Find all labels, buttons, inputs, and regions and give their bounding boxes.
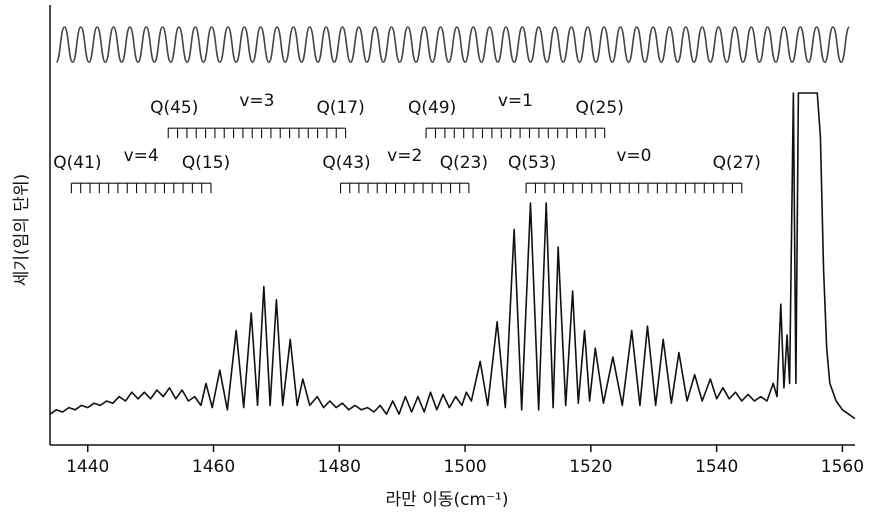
x-tick-label: 1540 — [695, 457, 738, 477]
bracket-label: v=0 — [616, 146, 651, 166]
bracket-right-label: Q(15) — [182, 153, 230, 173]
x-tick-label: 1440 — [66, 457, 109, 477]
bracket-label: v=4 — [124, 146, 159, 166]
bracket-right-label: Q(25) — [576, 98, 624, 118]
y-axis-label: 세기(임의 단위) — [12, 174, 32, 287]
x-tick-label: 1500 — [443, 457, 486, 477]
bracket-right-label: Q(27) — [713, 153, 761, 173]
bracket-left-label: Q(45) — [150, 98, 198, 118]
bracket-left-label: Q(43) — [322, 153, 370, 173]
bracket-left-label: Q(53) — [508, 153, 556, 173]
bracket-label: v=3 — [239, 91, 274, 111]
x-tick-label: 1480 — [318, 457, 361, 477]
bracket-right-label: Q(17) — [316, 98, 364, 118]
spectrum-line — [49, 92, 856, 420]
bracket-left-label: Q(49) — [408, 98, 456, 118]
x-axis-label: 라만 이동(cm⁻¹) — [386, 490, 509, 510]
x-tick-label: 1520 — [569, 457, 612, 477]
bracket-left-label: Q(41) — [53, 153, 101, 173]
x-tick-label: 1460 — [192, 457, 235, 477]
reference-trace — [55, 26, 851, 63]
bracket-label: v=1 — [498, 91, 533, 111]
bracket-right-label: Q(23) — [440, 153, 488, 173]
x-tick-label: 1560 — [821, 457, 864, 477]
bracket-label: v=2 — [387, 146, 422, 166]
